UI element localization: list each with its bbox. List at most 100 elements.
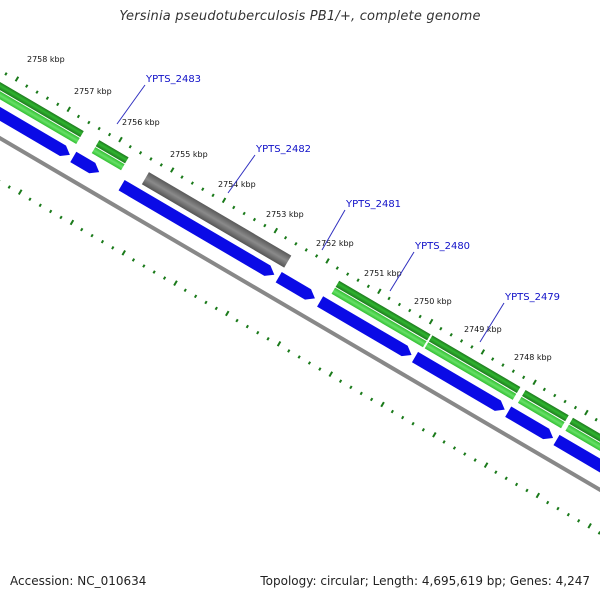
cds-arrow-0: [0, 74, 70, 156]
inner-scale-tick: [556, 506, 560, 511]
accession-label: Accession: NC_010634: [10, 574, 147, 588]
inner-scale-tick: [49, 209, 53, 214]
map-title: Yersinia pseudotuberculosis PB1/+, compl…: [119, 9, 481, 24]
gene-label: YPTS_2479: [504, 292, 560, 303]
outer-scale-tick: [501, 363, 505, 367]
backbone-line: [0, 96, 600, 535]
outer-scale-tick: [573, 405, 578, 410]
gene-track-inner-4-shape: [517, 396, 565, 429]
inner-scale-tick: [380, 401, 385, 408]
inner-scale-tick: [193, 294, 198, 299]
inner-scale-tick: [142, 264, 146, 268]
cds-arrow-4: [317, 296, 412, 357]
cds-arrow-7-shape: [553, 434, 600, 496]
inner-scale-tick: [328, 371, 334, 378]
outer-scale-tick: [118, 136, 123, 143]
gene-track-inner-1: [91, 147, 125, 171]
outer-scale-tick: [149, 157, 153, 161]
outer-scale-tick: [314, 254, 319, 258]
outer-scale-tick: [107, 132, 112, 137]
inner-scale-tick: [173, 280, 178, 287]
gene-track-outer-2-shape: [335, 280, 431, 341]
kbp-label: 2758 kbp: [27, 55, 65, 64]
inner-scale-tick: [349, 385, 353, 390]
gene-track-inner-1-shape: [91, 147, 125, 171]
inner-scale-tick: [359, 391, 363, 396]
gene-label: YPTS_2482: [255, 144, 311, 155]
gene-track-outer-2: [335, 280, 431, 341]
outer-scale-tick: [439, 326, 443, 331]
kbp-label: 2757 kbp: [74, 87, 112, 96]
outer-scale-tick: [480, 349, 486, 355]
gene-leader-line: [321, 209, 346, 251]
outer-scale-tick: [522, 375, 526, 380]
gene-track-outer-1: [95, 140, 129, 164]
gene-track-outer-0-shape: [0, 56, 84, 138]
inner-scale-tick: [162, 276, 167, 280]
kbp-label: 2753 kbp: [266, 210, 304, 219]
outer-scale-tick: [366, 284, 370, 289]
inner-scale-tick: [514, 482, 519, 487]
inner-scale-tick: [525, 488, 529, 493]
outer-scale-tick: [304, 248, 308, 252]
outer-scale-tick: [553, 393, 557, 398]
cds-arrow-3-shape: [275, 272, 315, 300]
gene-label: YPTS_2480: [414, 241, 470, 252]
gene-track-inner-4: [517, 396, 565, 429]
outer-scale-tick: [87, 120, 91, 125]
inner-scale-tick: [390, 409, 394, 414]
gene-track-inner-5: [565, 424, 600, 484]
cds-arrow-1: [70, 151, 100, 174]
outer-scale-tick: [335, 266, 339, 270]
gene-leader-line: [389, 251, 415, 292]
outer-scale-tick: [201, 187, 205, 191]
outer-scale-tick: [66, 106, 71, 113]
inner-scale-tick: [287, 349, 291, 353]
outer-scale-tick: [470, 345, 474, 349]
inner-scale-tick: [28, 197, 32, 202]
outer-scale-tick: [138, 151, 143, 155]
inner-scale-tick: [421, 428, 425, 432]
inner-scale-tick: [307, 361, 312, 365]
inner-scale-tick: [245, 324, 249, 329]
inner-scale-tick: [204, 300, 208, 305]
outer-scale-tick: [532, 379, 537, 386]
outer-scale-tick: [14, 76, 20, 82]
outer-scale-tick: [459, 339, 464, 343]
cds-arrow-3: [275, 272, 315, 300]
scale-ticks: [0, 72, 600, 535]
inner-scale-tick: [235, 318, 239, 323]
cds-arrow-4-shape: [317, 296, 412, 357]
gene-track-outer-1-shape: [95, 140, 129, 164]
outer-scale-tick: [180, 175, 184, 179]
inner-scale-tick: [452, 446, 457, 450]
inner-scale-tick: [121, 249, 126, 256]
outer-scale-tick: [346, 272, 350, 276]
outer-scale-tick: [418, 314, 422, 319]
gene-track-outer-4-shape: [522, 389, 569, 422]
outer-scale-tick: [232, 205, 236, 210]
gene-track-outer-0: [0, 56, 84, 138]
gene-track-inner-0-shape: [0, 63, 80, 145]
inner-scale-tick: [401, 415, 405, 420]
inner-scale-tick: [59, 215, 63, 220]
outer-scale-tick: [4, 72, 8, 76]
outer-scale-tick: [563, 399, 567, 404]
outer-scale-tick: [252, 217, 257, 222]
genome-summary: Topology: circular; Length: 4,695,619 bp…: [260, 574, 590, 588]
inner-scale-tick: [152, 270, 156, 274]
gene-leader-line: [116, 84, 146, 125]
cds-arrow-2: [118, 180, 275, 276]
inner-scale-tick: [494, 470, 498, 474]
inner-scale-tick: [338, 379, 343, 383]
inner-scale-tick: [577, 519, 581, 523]
backbone-line-shape: [0, 96, 600, 535]
gene-track-inner-2-shape: [331, 287, 427, 348]
cds-arrow-5: [411, 351, 505, 411]
outer-scale-tick: [25, 84, 29, 88]
feature-labels: 2758 kbp 2757 kbp 2756 kbp 2755 kbp 2754 kbp…: [27, 55, 560, 362]
gene-track-outer-4: [522, 389, 569, 422]
inner-scale-tick: [38, 203, 42, 208]
inner-scale-tick: [69, 219, 75, 226]
